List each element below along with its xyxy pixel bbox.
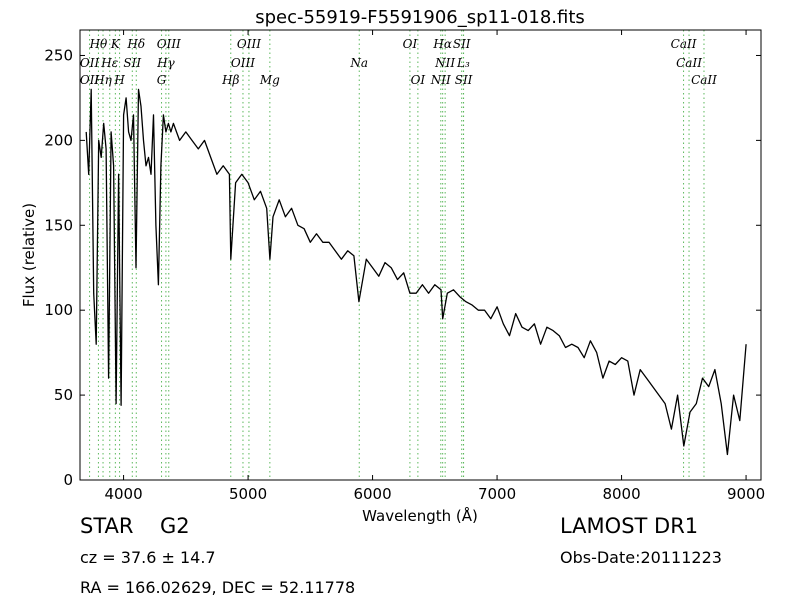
ra-dec-coordinates: RA = 166.02629, DEC = 52.11778: [80, 578, 356, 597]
line-marker-label: Hα: [432, 37, 452, 51]
line-marker-label: NII: [430, 73, 451, 87]
redshift-cz: cz = 37.6 ± 14.7: [80, 548, 216, 567]
x-tick-label: 8000: [602, 485, 640, 503]
x-tick-label: 9000: [727, 485, 765, 503]
line-marker-label: Hθ: [89, 37, 108, 51]
line-marker-label: Hη: [93, 73, 112, 87]
y-tick-label: 50: [54, 386, 73, 404]
x-tick-label: 7000: [478, 485, 516, 503]
plot-frame: [79, 29, 762, 481]
line-marker-label: Na: [349, 56, 368, 70]
line-marker-label: Hδ: [126, 37, 145, 51]
object-subclass: G2: [160, 514, 190, 538]
line-marker-label: G: [157, 73, 167, 87]
y-axis-ticks: 0 50 100 150 200 250: [44, 46, 761, 489]
line-marker-label: CaII: [671, 37, 697, 51]
line-marker-label: SII: [123, 56, 141, 70]
y-tick-label: 250: [44, 46, 73, 64]
object-class: STAR: [80, 514, 134, 538]
line-marker-label: OIII: [237, 37, 261, 51]
line-marker-label: Hγ: [156, 56, 175, 70]
line-marker-label: OIII: [231, 56, 255, 70]
line-marker-label: OII: [80, 73, 100, 87]
survey-name: LAMOST DR1: [560, 514, 699, 538]
line-marker-label: K: [110, 37, 121, 51]
y-tick-label: 150: [44, 216, 73, 234]
y-tick-label: 200: [44, 131, 73, 149]
observation-date: Obs-Date:20111223: [560, 548, 722, 567]
x-tick-label: 5000: [229, 485, 267, 503]
line-marker-label: Hβ: [221, 73, 239, 87]
line-marker-label: Mg: [259, 73, 280, 87]
spectral-line-markers: [89, 30, 705, 480]
x-axis-ticks: 4000 5000 6000 7000 8000 9000: [104, 30, 765, 503]
line-marker-label: OII: [80, 56, 100, 70]
y-axis-label: Flux (relative): [20, 203, 38, 307]
line-marker-label: L₃: [456, 56, 470, 70]
line-marker-label: SII: [453, 37, 471, 51]
line-marker-label: SII: [455, 73, 473, 87]
line-marker-label: CaII: [691, 73, 717, 87]
flux-series-line: [85, 88, 747, 456]
line-marker-label: OI: [403, 37, 418, 51]
line-marker-label: CaII: [676, 56, 702, 70]
x-tick-label: 4000: [104, 485, 142, 503]
line-marker-label: Hε: [100, 56, 118, 70]
line-marker-label: OIII: [157, 37, 181, 51]
line-marker-label: NII: [434, 56, 455, 70]
y-tick-label: 0: [63, 471, 73, 489]
line-marker-label: H: [113, 73, 125, 87]
x-axis-label: Wavelength (Å): [362, 506, 478, 525]
chart-title: spec-55919-F5591906_sp11-018.fits: [255, 7, 585, 28]
x-tick-label: 6000: [353, 485, 391, 503]
y-tick-label: 100: [44, 301, 73, 319]
line-marker-label: OI: [411, 73, 426, 87]
